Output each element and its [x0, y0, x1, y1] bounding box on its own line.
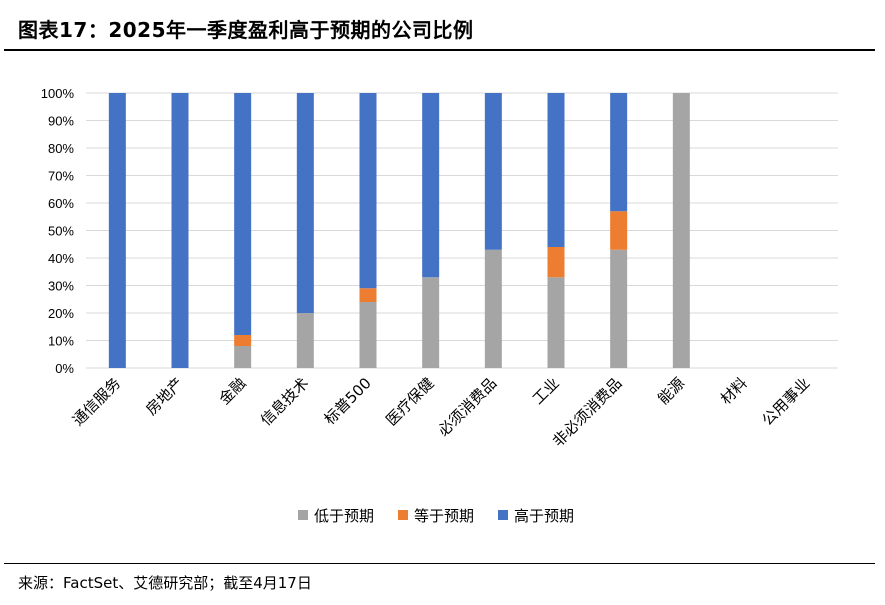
- bar-segment: [547, 93, 565, 247]
- header-divider: [4, 49, 875, 51]
- y-tick-label: 20%: [48, 306, 74, 321]
- x-category-label: 材料: [717, 374, 751, 408]
- bar-segment: [610, 249, 628, 368]
- source-note: 来源：FactSet、艾德研究部；截至4月17日: [18, 574, 312, 592]
- legend-label: 等于预期: [414, 507, 474, 525]
- bar-segment: [484, 249, 502, 368]
- x-category-label: 通信服务: [69, 374, 124, 429]
- legend-label: 高于预期: [514, 507, 574, 525]
- x-category-label: 金融: [216, 374, 250, 408]
- y-tick-label: 30%: [48, 279, 74, 294]
- bar-segment: [296, 93, 314, 313]
- bar-segment: [484, 93, 502, 250]
- y-tick-label: 60%: [48, 196, 74, 211]
- bar-segment: [359, 93, 377, 289]
- bar-segment: [108, 93, 126, 368]
- y-tick-label: 90%: [48, 114, 74, 129]
- x-category-label: 标普500: [321, 374, 375, 428]
- bar-segment: [610, 93, 628, 212]
- bar-segment: [547, 277, 565, 368]
- x-category-label: 必须消费品: [434, 374, 500, 440]
- bar-segment: [171, 93, 189, 368]
- legend: 低于预期 等于预期 高于预期: [298, 507, 574, 525]
- bar-segment: [296, 313, 314, 368]
- bar-segment: [234, 335, 252, 346]
- bar-segment: [422, 93, 440, 278]
- bar-segment: [234, 346, 252, 368]
- x-category-label: 工业: [529, 374, 563, 408]
- y-tick-label: 100%: [41, 86, 75, 101]
- x-category-label: 信息技术: [257, 374, 312, 429]
- x-category-label: 医疗保健: [382, 374, 437, 429]
- y-tick-label: 80%: [48, 141, 74, 156]
- legend-swatch: [298, 510, 308, 520]
- gridlines: [86, 92, 838, 369]
- x-category-label: 公用事业: [758, 374, 813, 429]
- x-category-label: 能源: [654, 374, 688, 408]
- bar-segment: [359, 288, 377, 302]
- x-axis-category-labels: 通信服务 房地产 金融 信息技术 标普500 医疗保健必须消费品 工业非必须消费品 能源 材料公…: [69, 374, 813, 450]
- legend-label: 低于预期: [314, 507, 374, 525]
- x-category-label: 房地产: [142, 374, 187, 419]
- bars: [108, 93, 690, 368]
- bar-segment: [672, 93, 690, 368]
- bar-segment: [359, 302, 377, 368]
- y-tick-label: 0%: [55, 361, 74, 376]
- y-tick-label: 70%: [48, 169, 74, 184]
- bar-segment: [610, 211, 628, 250]
- y-tick-label: 10%: [48, 334, 74, 349]
- bar-segment: [422, 277, 440, 368]
- y-tick-label: 50%: [48, 224, 74, 239]
- y-axis-tick-labels: 0% 10% 20% 30% 40% 50% 60% 70% 80% 90% 100%: [41, 86, 75, 376]
- footer-divider: [4, 563, 875, 564]
- stacked-bar-chart: 0% 10% 20% 30% 40% 50% 60% 70% 80% 90% 100% 通信服务 房地…: [41, 86, 838, 525]
- bar-segment: [547, 247, 565, 278]
- legend-swatch: [498, 510, 508, 520]
- figure-title: 图表17：2025年一季度盈利高于预期的公司比例: [18, 18, 474, 42]
- y-tick-label: 40%: [48, 251, 74, 266]
- bar-segment: [234, 93, 252, 335]
- legend-swatch: [398, 510, 408, 520]
